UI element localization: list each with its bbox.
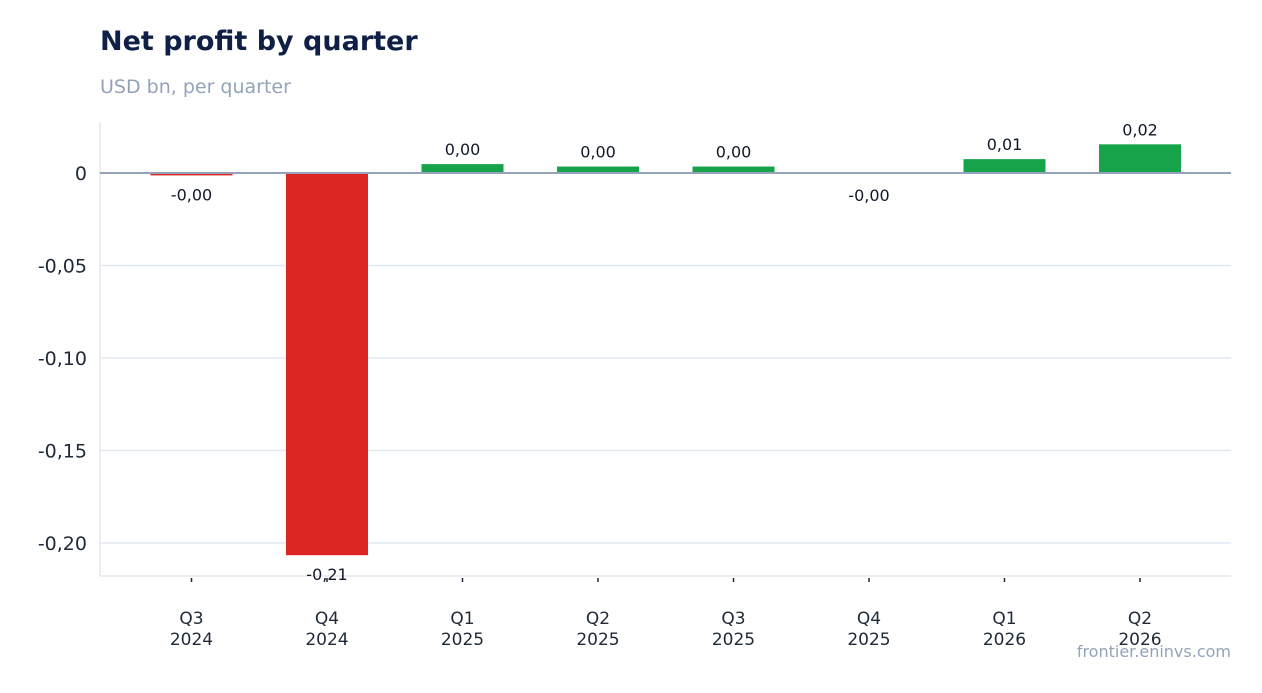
- x-tick-label-year: 2025: [441, 630, 484, 650]
- x-tick-label-quarter: Q4: [857, 609, 881, 629]
- data-label: 0,00: [580, 143, 616, 162]
- watermark: frontier.eninvs.com: [1076, 642, 1231, 661]
- x-tick-label-year: 2024: [170, 630, 213, 650]
- x-tick-label-year: 2026: [1118, 630, 1161, 650]
- y-tick-label: -0,10: [38, 348, 87, 370]
- x-tick-label-year: 2025: [847, 630, 890, 650]
- y-tick-label: -0,20: [38, 533, 87, 555]
- bar: [1099, 144, 1181, 173]
- x-tick-label-quarter: Q1: [450, 609, 474, 629]
- x-tick-label-year: 2025: [712, 630, 755, 650]
- bar: [963, 159, 1046, 173]
- bar: [150, 173, 233, 176]
- x-tick-label-year: 2026: [983, 630, 1026, 650]
- data-label: 0,02: [1122, 120, 1158, 139]
- y-tick-label: -0,05: [38, 256, 87, 278]
- axis-layer: 0-0,05-0,10-0,15-0,20Q32024Q42024Q12025Q…: [38, 122, 1231, 650]
- bar: [286, 173, 368, 556]
- x-tick-label-quarter: Q2: [1128, 609, 1152, 629]
- x-tick-label-quarter: Q3: [721, 609, 745, 629]
- bar-layer: [150, 144, 1181, 556]
- bar: [421, 164, 504, 173]
- data-label: -0,00: [848, 186, 889, 205]
- x-tick-label-quarter: Q1: [992, 609, 1016, 629]
- x-tick-label-year: 2025: [576, 630, 619, 650]
- x-tick-label-year: 2024: [305, 630, 348, 650]
- chart-subtitle: USD bn, per quarter: [100, 76, 291, 98]
- y-tick-label: 0: [75, 163, 87, 185]
- y-tick-label: -0,15: [38, 441, 87, 463]
- bar: [692, 166, 775, 173]
- data-label: 0,00: [445, 140, 481, 159]
- data-label: 0,01: [987, 135, 1023, 154]
- chart-title: Net profit by quarter: [100, 26, 418, 57]
- x-tick-label-quarter: Q3: [179, 609, 203, 629]
- data-label: -0,00: [171, 185, 212, 204]
- x-tick-label-quarter: Q2: [586, 609, 610, 629]
- data-label: 0,00: [716, 143, 752, 162]
- grid-layer: [100, 264, 1231, 544]
- label-layer: -0,00 -0,21 0,00 0,00 0,00 -0,00 0,01 0,02: [100, 120, 1231, 584]
- x-tick-label-quarter: Q4: [315, 609, 339, 629]
- bar: [557, 166, 639, 173]
- data-label: -0,21: [306, 565, 347, 584]
